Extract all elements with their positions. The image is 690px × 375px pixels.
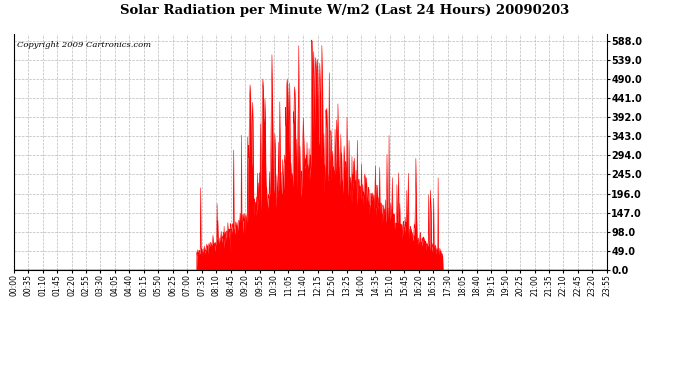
Text: Solar Radiation per Minute W/m2 (Last 24 Hours) 20090203: Solar Radiation per Minute W/m2 (Last 24…	[120, 4, 570, 17]
Text: Copyright 2009 Cartronics.com: Copyright 2009 Cartronics.com	[17, 41, 151, 49]
